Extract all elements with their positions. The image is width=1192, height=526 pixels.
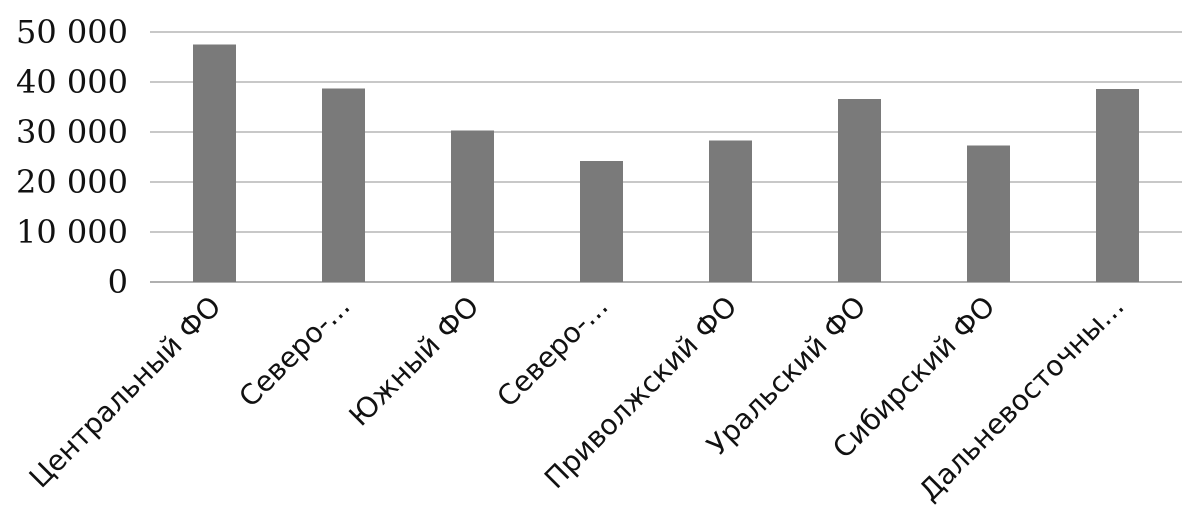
y-tick-label: 40 000 <box>16 63 128 101</box>
bar <box>322 88 365 282</box>
bar <box>838 99 881 282</box>
x-category-label: Центральный ФО <box>23 290 228 495</box>
bar <box>967 145 1010 282</box>
bar <box>580 161 623 282</box>
bars <box>193 44 1139 282</box>
x-category-label: Северо-... <box>491 290 615 414</box>
y-tick-label: 0 <box>108 263 128 301</box>
y-tick-label: 50 000 <box>16 13 128 51</box>
grid <box>150 31 1182 283</box>
x-axis-labels: Центральный ФО Северо-...Южный ФО Северо-.… <box>23 290 1131 508</box>
y-tick-label: 30 000 <box>16 113 128 151</box>
x-category-label: Северо-... <box>233 290 357 414</box>
bar <box>1096 89 1139 282</box>
y-tick-label: 10 000 <box>16 213 128 251</box>
bar <box>709 140 752 282</box>
y-tick-label: 20 000 <box>16 163 128 201</box>
bar <box>451 130 494 282</box>
bar <box>193 44 236 282</box>
y-axis-ticks: 0 10 000 20 000 30 000 40 000 50 000 <box>16 13 128 301</box>
x-category-label: Южный ФО <box>343 290 486 433</box>
